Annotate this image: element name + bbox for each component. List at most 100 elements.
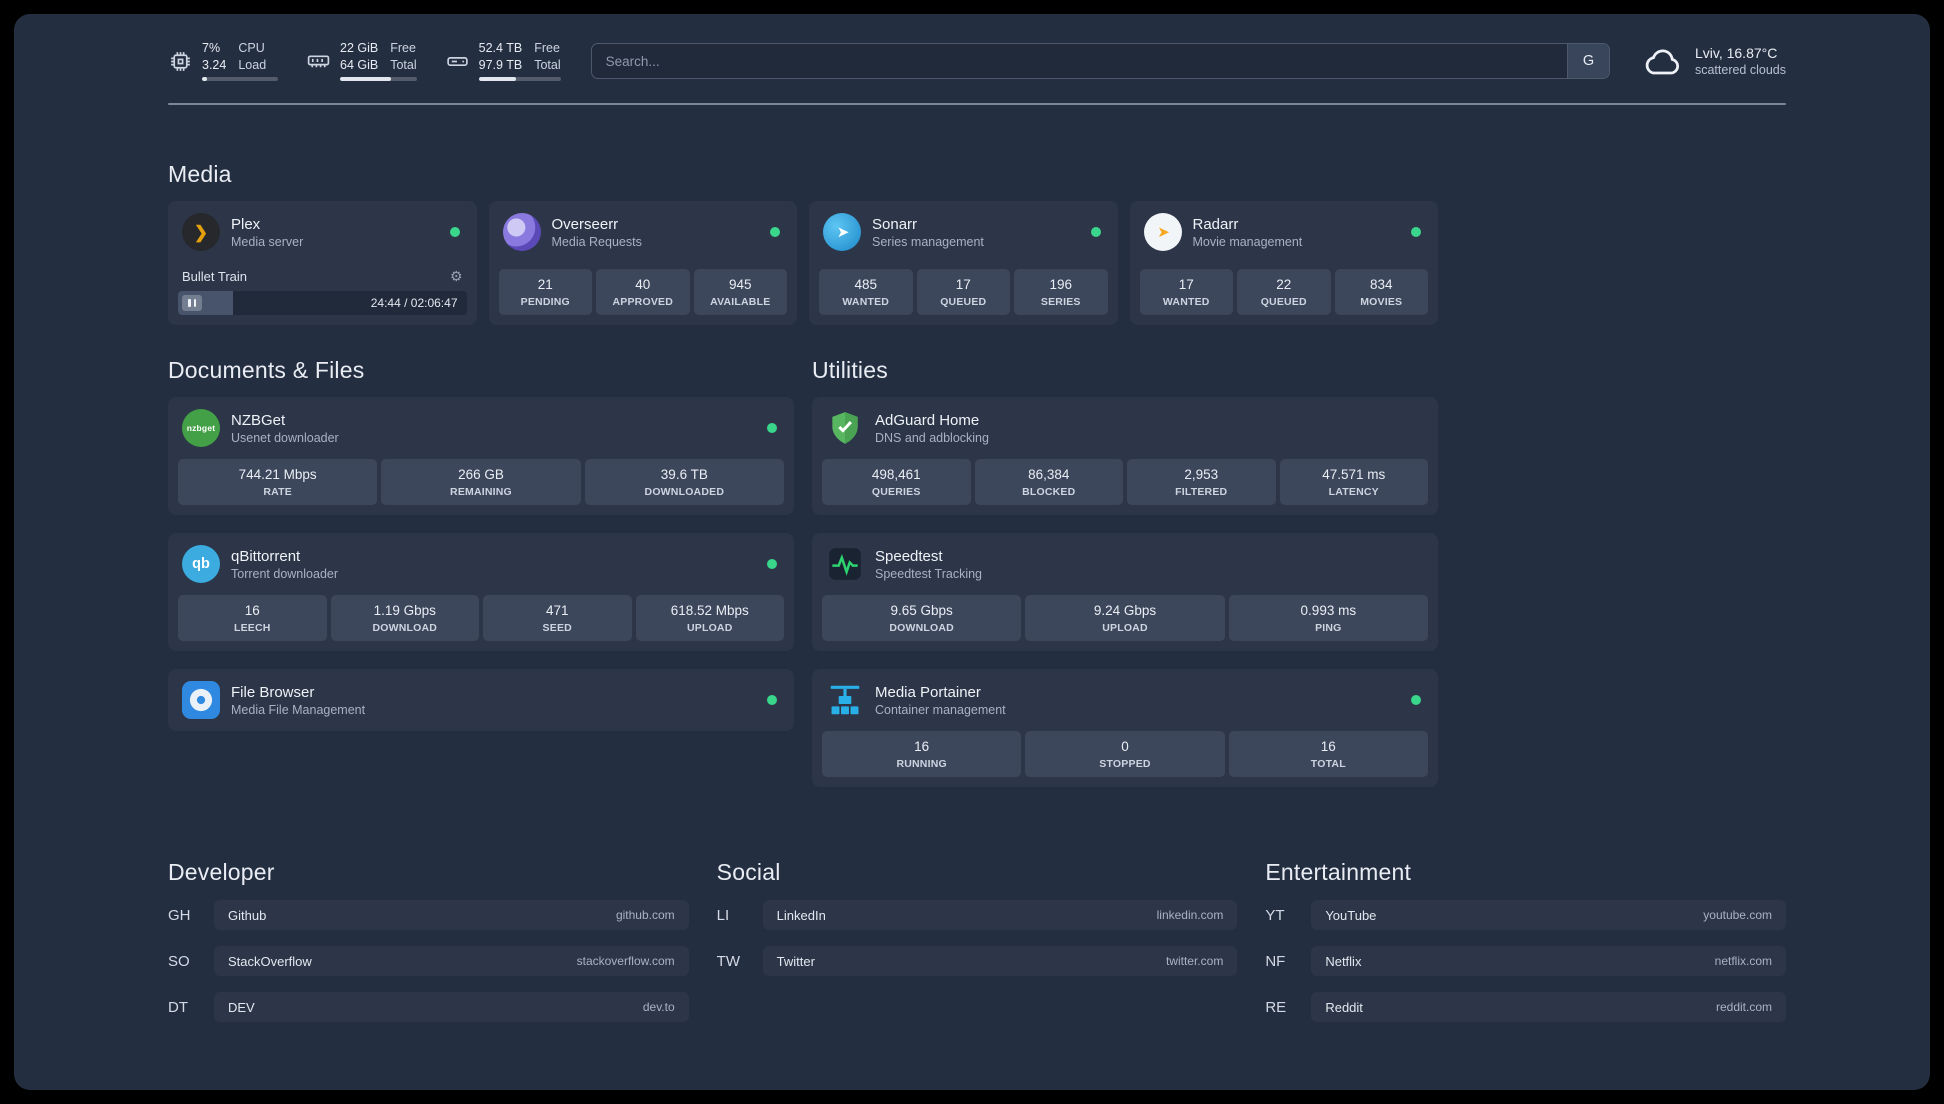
stat-download: 9.65 Gbps DOWNLOAD: [822, 595, 1022, 641]
stat-seed: 471 SEED: [483, 595, 632, 641]
service-description: Movie management: [1192, 234, 1303, 249]
bookmark-row: SO StackOverflow stackoverflow.com: [168, 946, 689, 976]
bookmark-stackoverflow[interactable]: StackOverflow stackoverflow.com: [214, 946, 689, 976]
bookmark-youtube[interactable]: YouTube youtube.com: [1311, 900, 1786, 930]
service-name: qBittorrent: [231, 547, 301, 565]
status-online-dot: [767, 559, 777, 569]
stat-remaining: 266 GB REMAINING: [381, 459, 581, 505]
stat-latency: 47.571 ms LATENCY: [1279, 459, 1428, 505]
status-online-dot: [1411, 227, 1421, 237]
cpu-chip-icon: [168, 49, 193, 74]
playback-progress-bar[interactable]: 24:44 / 02:06:47: [178, 291, 467, 315]
now-playing-title: Bullet Train: [182, 269, 248, 284]
section-developer: Developer GH Github github.com SO StackO…: [168, 859, 689, 1022]
stat-ping: 0.993 ms PING: [1228, 595, 1428, 641]
service-card-sonarr[interactable]: ➤ Sonarr Series management 485 WANTED: [809, 201, 1118, 325]
cpu-percent: 7%: [202, 40, 221, 55]
status-online-dot: [1090, 227, 1101, 237]
memory-free: 22 GiB: [340, 40, 379, 55]
search-input[interactable]: [591, 44, 1567, 78]
disk-widget: 52.4 TB 97.9 TB Free Total: [445, 40, 561, 82]
stat-leech: 16 LEECH: [178, 595, 327, 641]
weather-widget[interactable]: Lviv, 16.87°C scattered clouds: [1640, 45, 1786, 77]
service-name: Plex: [231, 215, 261, 233]
service-card-speedtest[interactable]: Speedtest Speedtest Tracking 9.65 Gbps D…: [812, 533, 1438, 651]
status-online-dot: [449, 227, 460, 237]
service-name: AdGuard Home: [875, 411, 980, 429]
bookmark-row: LI LinkedIn linkedin.com: [717, 900, 1238, 930]
section-entertainment: Entertainment YT YouTube youtube.com NF …: [1265, 859, 1786, 1022]
bookmark-abbr: TW: [716, 952, 740, 970]
stat-upload: 618.52 Mbps UPLOAD: [635, 595, 784, 641]
bookmark-reddit[interactable]: Reddit reddit.com: [1311, 992, 1786, 1022]
bookmark-twitter[interactable]: Twitter twitter.com: [762, 946, 1238, 976]
bookmark-linkedin[interactable]: LinkedIn linkedin.com: [762, 900, 1238, 930]
overseerr-icon: [502, 213, 541, 251]
disk-usage-bar: [478, 77, 561, 82]
bookmark-row: GH Github github.com: [168, 900, 689, 930]
search-provider-button[interactable]: G: [1566, 44, 1609, 78]
search-bar: G: [590, 43, 1610, 79]
bookmark-dev[interactable]: DEV dev.to: [214, 992, 689, 1022]
portainer-crane-icon: [826, 681, 864, 719]
cloud-icon: [1640, 45, 1684, 77]
memory-total-label: Total: [390, 57, 417, 72]
service-card-radarr[interactable]: ➤ Radarr Movie management 17 WANTED: [1129, 201, 1438, 325]
disk-free: 52.4 TB: [478, 40, 523, 55]
section-social: Social LI LinkedIn linkedin.com TW Twitt…: [717, 859, 1238, 1022]
hard-drive-icon: [445, 49, 470, 74]
gear-icon[interactable]: ⚙: [449, 268, 463, 284]
service-description: Media server: [231, 234, 304, 249]
sonarr-icon: ➤: [823, 213, 861, 251]
service-description: Container management: [875, 702, 1006, 717]
cpu-usage-bar: [202, 77, 278, 82]
service-description: Media File Management: [231, 702, 366, 717]
service-card-adguard[interactable]: AdGuard Home DNS and adblocking 498,461 …: [812, 397, 1438, 515]
section-title-utilities: Utilities: [812, 357, 888, 383]
radarr-icon: ➤: [1143, 213, 1182, 251]
service-card-qbittorrent[interactable]: qb qBittorrent Torrent downloader 16: [168, 533, 794, 651]
weather-condition: scattered clouds: [1694, 63, 1786, 77]
service-card-plex[interactable]: ❯ Plex Media server Bullet Train ⚙: [168, 201, 477, 325]
qbittorrent-icon: qb: [182, 545, 220, 583]
stat-wanted: 17 WANTED: [1139, 269, 1233, 315]
service-card-filebrowser[interactable]: File Browser Media File Management: [168, 669, 794, 731]
bookmark-abbr: DT: [168, 998, 188, 1016]
stat-queries: 498,461 QUERIES: [822, 459, 971, 505]
plex-icon: ❯: [182, 213, 220, 251]
stat-stopped: 0 STOPPED: [1025, 731, 1225, 777]
service-description: Speedtest Tracking: [875, 566, 983, 581]
stat-running: 16 RUNNING: [822, 731, 1022, 777]
section-utilities: Utilities: [812, 357, 1438, 787]
service-card-overseerr[interactable]: Overseerr Media Requests 21 PENDING 40 A…: [488, 201, 797, 325]
service-name: NZBGet: [231, 411, 286, 429]
service-card-nzbget[interactable]: nzbget NZBGet Usenet downloader 744.21 M…: [168, 397, 794, 515]
service-description: Series management: [872, 234, 984, 249]
bookmark-netflix[interactable]: Netflix netflix.com: [1311, 946, 1786, 976]
bookmark-row: RE Reddit reddit.com: [1265, 992, 1786, 1022]
header-divider: [168, 103, 1786, 105]
status-online-dot: [767, 695, 777, 705]
section-media: Media ❯ Plex Media server: [168, 161, 1438, 325]
bookmark-abbr: RE: [1265, 998, 1287, 1016]
bookmark-row: TW Twitter twitter.com: [717, 946, 1238, 976]
bookmark-github[interactable]: Github github.com: [214, 900, 689, 930]
dashboard-page: 7% 3.24 CPU Load: [14, 14, 1930, 1090]
section-title-social: Social: [716, 859, 781, 885]
filebrowser-icon: [182, 681, 220, 719]
disk-free-label: Free: [534, 40, 560, 55]
stat-downloaded: 39.6 TB DOWNLOADED: [584, 459, 784, 505]
service-name: Radarr: [1192, 215, 1239, 233]
service-name: File Browser: [231, 683, 315, 701]
resources-widgets: 7% 3.24 CPU Load: [168, 40, 561, 82]
stat-blocked: 86,384 BLOCKED: [974, 459, 1123, 505]
section-title-entertainment: Entertainment: [1265, 859, 1412, 885]
pause-button[interactable]: [182, 295, 202, 311]
status-online-dot: [1411, 695, 1421, 705]
stat-upload: 9.24 Gbps UPLOAD: [1025, 595, 1225, 641]
section-title-documents: Documents & Files: [168, 357, 365, 383]
service-card-portainer[interactable]: Media Portainer Container management 16 …: [812, 669, 1438, 787]
stat-rate: 744.21 Mbps RATE: [178, 459, 378, 505]
service-name: Overseerr: [551, 215, 619, 233]
top-bar: 7% 3.24 CPU Load: [168, 32, 1786, 90]
